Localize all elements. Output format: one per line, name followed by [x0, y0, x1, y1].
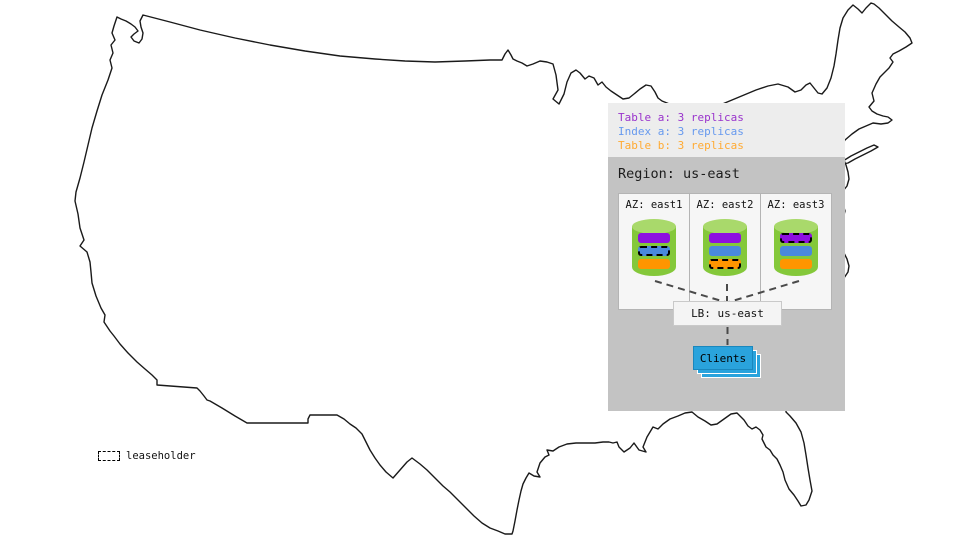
az-box-east3: AZ: east3	[760, 193, 832, 310]
replica-legend: Table a: 3 replicas Index a: 3 replicas …	[608, 103, 845, 157]
leaseholder-label: leaseholder	[126, 450, 196, 462]
cylinder-top	[703, 219, 747, 234]
replica-bar-table-a-leaseholder	[780, 233, 812, 243]
az-label: AZ: east1	[625, 199, 683, 211]
leaseholder-legend: leaseholder	[98, 450, 196, 462]
db-node-cylinder	[774, 219, 818, 283]
replica-bar-index-a	[709, 246, 741, 256]
cylinder-top	[632, 219, 676, 234]
db-node-cylinder	[632, 219, 676, 283]
replica-bar-index-a-leaseholder	[638, 246, 670, 256]
region-title: Region: us-east	[618, 166, 740, 182]
load-balancer-box: LB: us-east	[673, 301, 782, 326]
replica-bar-table-b	[638, 259, 670, 269]
az-box-east2: AZ: east2	[689, 193, 761, 310]
long-island-outline	[842, 144, 879, 165]
db-node-cylinder	[703, 219, 747, 283]
legend-item-table-b: Table b: 3 replicas	[618, 139, 744, 152]
region-container: Region: us-east AZ: east1 AZ: east2	[608, 157, 845, 411]
az-label: AZ: east3	[767, 199, 825, 211]
replica-bar-table-b-leaseholder	[709, 259, 741, 269]
replica-bar-table-a	[638, 233, 670, 243]
clients-box: Clients	[693, 346, 753, 370]
clients-label: Clients	[699, 351, 747, 365]
replica-bar-table-b	[780, 259, 812, 269]
legend-item-table-a: Table a: 3 replicas	[618, 111, 744, 124]
az-label: AZ: east2	[696, 199, 754, 211]
az-row: AZ: east1 AZ: east2	[618, 193, 832, 310]
leaseholder-swatch	[98, 451, 120, 461]
legend-item-index-a: Index a: 3 replicas	[618, 125, 744, 138]
replica-bar-index-a	[780, 246, 812, 256]
az-box-east1: AZ: east1	[618, 193, 690, 310]
region-diagram-panel: Table a: 3 replicas Index a: 3 replicas …	[608, 103, 845, 411]
cylinder-top	[774, 219, 818, 234]
replica-bar-table-a	[709, 233, 741, 243]
